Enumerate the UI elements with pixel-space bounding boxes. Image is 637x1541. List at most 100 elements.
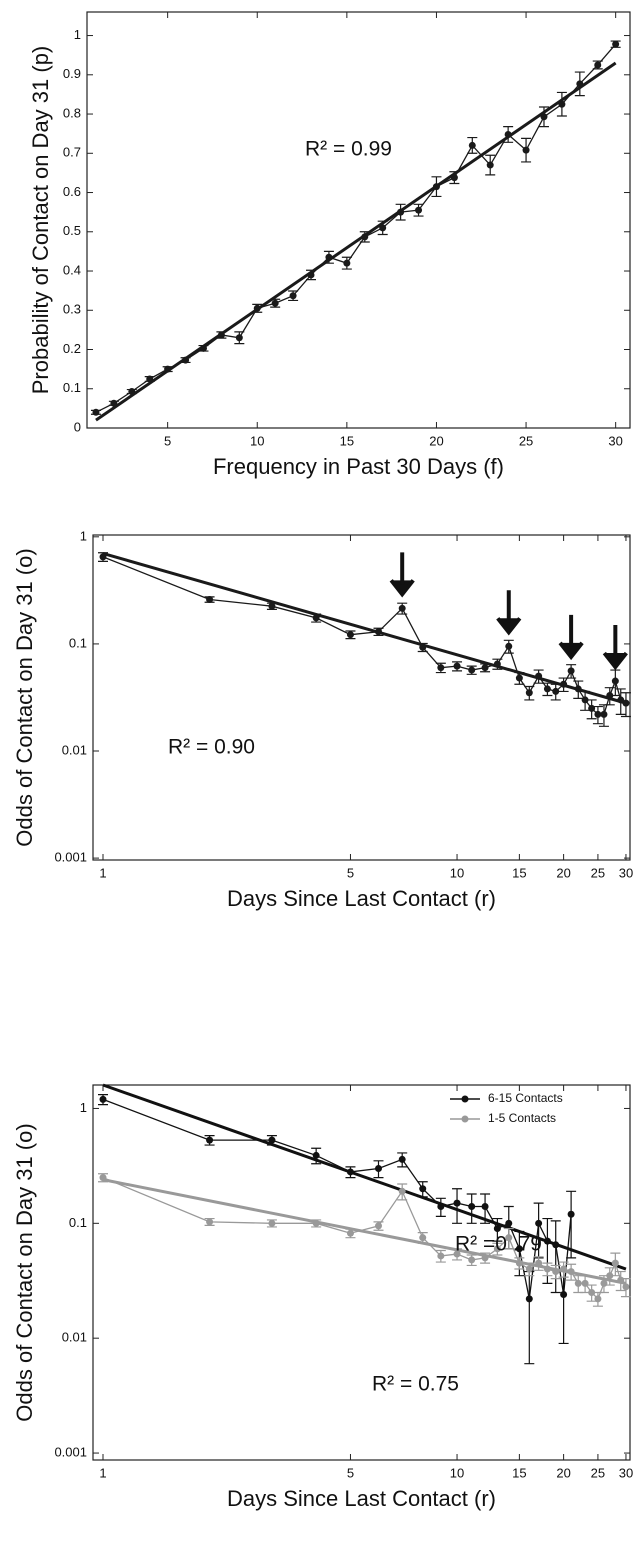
y-tick-label: 0.3: [63, 302, 81, 317]
data-point: [128, 388, 136, 396]
r-squared-annotation: R² =0 .79: [455, 1233, 542, 1256]
data-point: [253, 304, 261, 312]
data-point: [468, 141, 476, 149]
data-point: [574, 1279, 582, 1287]
data-point: [374, 628, 382, 636]
data-point: [110, 399, 118, 407]
data-point: [450, 174, 458, 182]
legend-label: 6-15 Contacts: [488, 1091, 563, 1105]
data-point: [432, 183, 440, 191]
data-point: [312, 614, 320, 622]
data-point: [164, 365, 172, 373]
data-point: [543, 685, 551, 693]
arrow: [496, 590, 522, 636]
data-point: [552, 1241, 560, 1249]
data-point: [268, 1136, 276, 1144]
data-point: [515, 674, 523, 682]
data-point: [398, 604, 406, 612]
data-point: [567, 1268, 575, 1276]
data-point: [398, 1155, 406, 1163]
y-tick-label: 0.1: [69, 635, 87, 650]
data-point: [235, 334, 243, 342]
x-tick-label: 20: [556, 1465, 570, 1480]
data-point: [307, 271, 315, 279]
legend-label: 1-5 Contacts: [488, 1111, 556, 1125]
data-point: [182, 356, 190, 364]
y-axis-title: Probability of Contact on Day 31 (p): [28, 46, 53, 395]
data-point: [567, 1210, 575, 1218]
data-point: [606, 691, 614, 699]
data-point: [419, 1185, 427, 1193]
y-tick-label: 0.8: [63, 105, 81, 120]
data-point: [271, 299, 279, 307]
y-tick-label: 0.4: [63, 262, 81, 277]
x-tick-label: 20: [429, 433, 443, 448]
y-tick-label: 0.7: [63, 145, 81, 160]
y-tick-label: 0: [74, 419, 81, 434]
data-line: [95, 43, 617, 413]
x-tick-label: 15: [340, 433, 354, 448]
data-point: [415, 206, 423, 214]
x-tick-label: 30: [619, 1465, 633, 1480]
data-point: [361, 233, 369, 241]
data-point: [543, 1265, 551, 1273]
y-tick-label: 1: [80, 528, 87, 543]
data-point: [437, 1252, 445, 1260]
arrow: [389, 552, 415, 598]
data-point: [594, 1295, 602, 1303]
r-squared-annotation: R² = 0.99: [305, 138, 392, 161]
data-point: [468, 1256, 476, 1264]
data-point: [504, 130, 512, 138]
data-point: [505, 1219, 513, 1227]
x-tick-label: 15: [512, 1465, 526, 1480]
data-point: [588, 1288, 596, 1296]
data-point: [525, 689, 533, 697]
data-point: [622, 699, 630, 707]
data-point: [525, 1265, 533, 1273]
data-point: [199, 344, 207, 352]
data-point: [558, 100, 566, 108]
x-tick-label: 20: [556, 865, 570, 880]
data-point: [540, 113, 548, 121]
error-bar: [550, 1220, 561, 1294]
data-point: [535, 1219, 543, 1227]
x-tick-label: 5: [164, 433, 171, 448]
data-point: [594, 710, 602, 718]
y-tick-label: 0.2: [63, 341, 81, 356]
data-point: [493, 1225, 501, 1233]
data-point: [206, 1218, 214, 1226]
error-bar: [524, 1270, 535, 1365]
data-point: [453, 1250, 461, 1258]
data-point: [493, 660, 501, 668]
x-axis-title: Days Since Last Contact (r): [227, 886, 496, 911]
data-point: [268, 602, 276, 610]
data-point: [481, 1254, 489, 1262]
data-point: [346, 1229, 354, 1237]
y-axis-title: Odds of Contact on Day 31 (o): [12, 1123, 37, 1421]
data-point: [606, 1272, 614, 1280]
data-point: [617, 696, 625, 704]
data-point: [594, 61, 602, 69]
y-axis-title: Odds of Contact on Day 31 (o): [12, 548, 37, 846]
x-tick-label: 15: [512, 865, 526, 880]
data-point: [560, 680, 568, 688]
data-point: [560, 1291, 568, 1299]
x-tick-label: 1: [99, 1465, 106, 1480]
data-point: [505, 642, 513, 650]
data-point: [493, 1245, 501, 1253]
data-point: [374, 1165, 382, 1173]
legend-marker: [461, 1095, 469, 1103]
data-point: [581, 696, 589, 704]
x-tick-label: 10: [450, 865, 464, 880]
data-point: [552, 1268, 560, 1276]
r-squared-annotation: R² = 0.75: [372, 1373, 459, 1396]
y-tick-label: 0.1: [69, 1215, 87, 1230]
arrow: [602, 625, 628, 671]
x-tick-label: 25: [519, 433, 533, 448]
data-point: [453, 1199, 461, 1207]
data-point: [567, 667, 575, 675]
data-point: [481, 1203, 489, 1211]
y-tick-label: 1: [74, 27, 81, 42]
y-tick-label: 0.01: [62, 742, 87, 757]
